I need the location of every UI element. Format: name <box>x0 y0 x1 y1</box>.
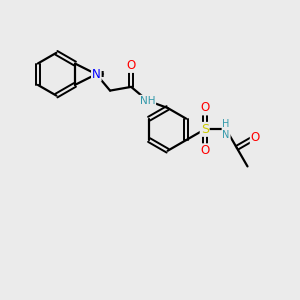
Text: N: N <box>92 68 101 81</box>
Text: O: O <box>251 131 260 144</box>
Text: H
N: H N <box>222 118 230 140</box>
Text: NH: NH <box>140 96 155 106</box>
Text: O: O <box>200 144 209 157</box>
Text: O: O <box>200 101 209 115</box>
Text: S: S <box>201 123 209 136</box>
Text: O: O <box>127 59 136 72</box>
